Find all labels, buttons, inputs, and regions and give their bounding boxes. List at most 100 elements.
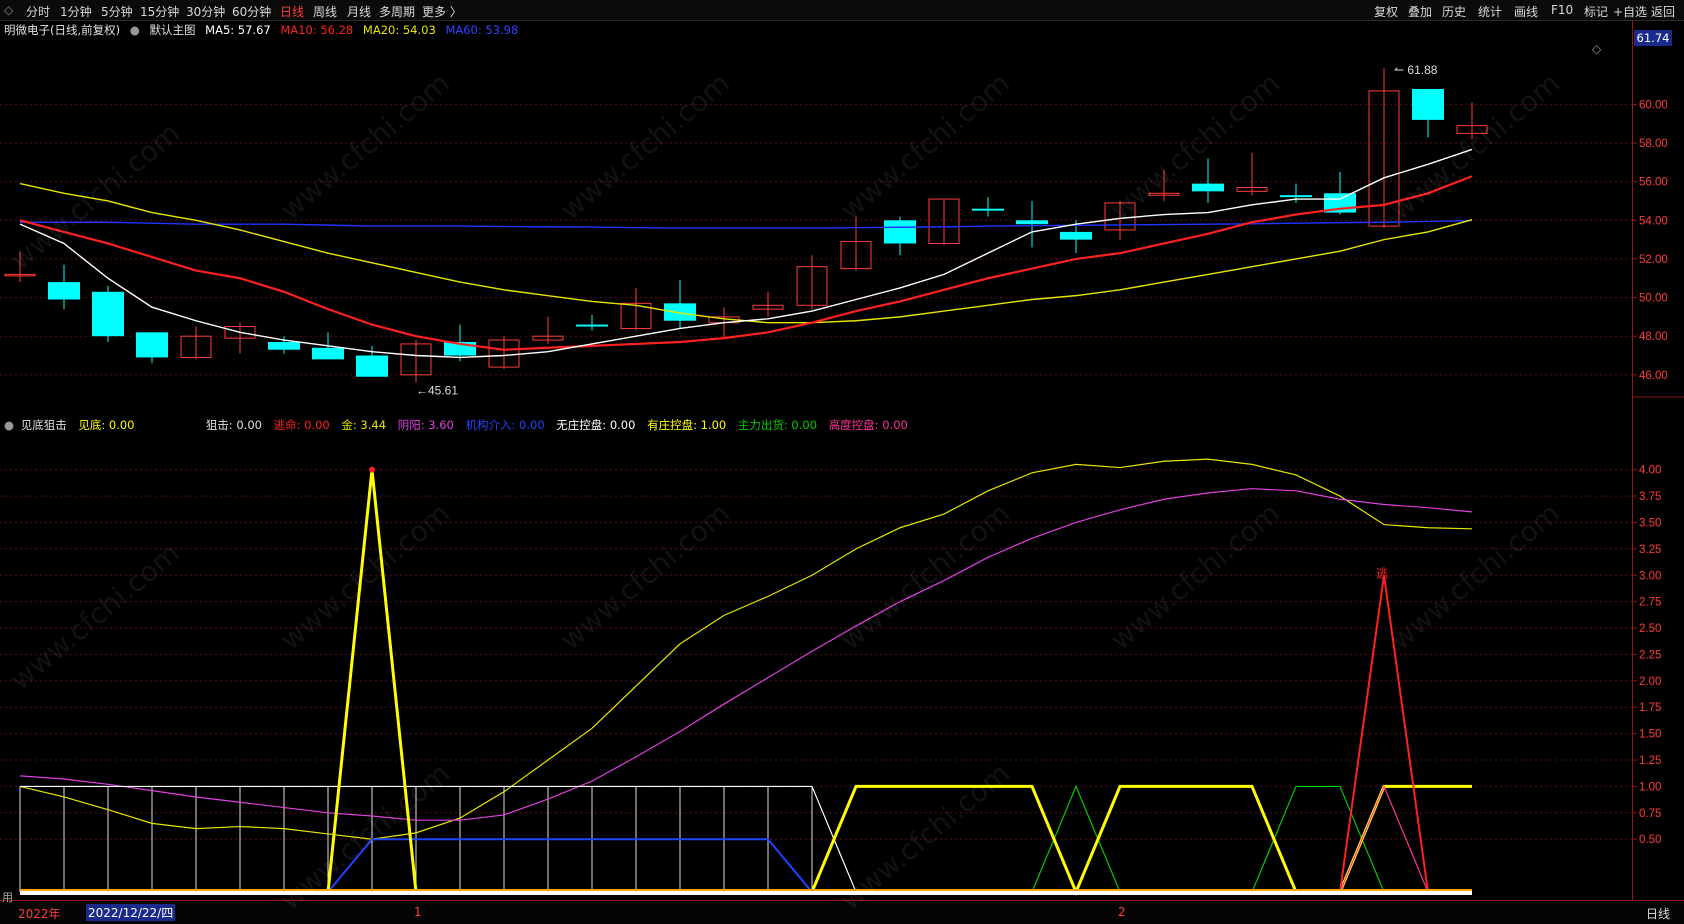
- side-label: 用: [2, 891, 13, 904]
- period-1[interactable]: 1分钟: [60, 5, 92, 19]
- toolbar-button-2[interactable]: 历史: [1442, 5, 1467, 19]
- sub-tick: 2.25: [1639, 649, 1661, 661]
- candle[interactable]: [488, 336, 520, 370]
- candle[interactable]: [928, 198, 960, 246]
- ma5-value: MA5: 57.67: [205, 23, 271, 37]
- candle[interactable]: [840, 216, 872, 271]
- sub-tick: 4.00: [1639, 465, 1661, 477]
- period-tab[interactable]: 日线: [1646, 907, 1671, 921]
- jigou-value: 机构介入: 0.00: [465, 418, 545, 432]
- period-8[interactable]: 月线: [347, 5, 372, 19]
- toolbar-button-0[interactable]: 复权: [1374, 5, 1399, 19]
- price-tick: 48.00: [1639, 331, 1668, 343]
- price-tick: 50.00: [1639, 293, 1668, 305]
- high-label: ↼ 61.88: [1394, 63, 1438, 77]
- toolbar-button-4[interactable]: 画线: [1514, 5, 1539, 19]
- low-label: ←45.61: [416, 383, 458, 397]
- candle[interactable]: [1456, 102, 1488, 140]
- candle[interactable]: [620, 287, 652, 331]
- right-axis: 61.74 60.00 58.00 56.00 54.00 52.00 50.00 48.0…: [1632, 20, 1684, 900]
- period-4[interactable]: 30分钟: [186, 5, 226, 19]
- price-tick: 58.00: [1639, 138, 1668, 150]
- toolbar-button-3[interactable]: 统计: [1478, 5, 1503, 19]
- menu-icon[interactable]: ◇: [4, 3, 14, 17]
- diamond-icon: ◇: [1592, 42, 1602, 56]
- sub-tick: 3.75: [1639, 491, 1661, 503]
- indicator-chart[interactable]: 逃: [0, 418, 1632, 900]
- period-10[interactable]: 更多 〉: [422, 5, 462, 19]
- candle[interactable]: [1368, 68, 1400, 229]
- series-金: [19, 458, 1473, 840]
- candle[interactable]: [224, 322, 256, 354]
- price-tick: 56.00: [1639, 177, 1668, 189]
- toolbar-button-8[interactable]: 返回: [1651, 5, 1676, 19]
- taoming-value: 逃命: 0.00: [273, 418, 330, 432]
- month-2-label: 2: [1118, 905, 1126, 919]
- indicator-toggle-icon[interactable]: ●: [4, 418, 15, 432]
- candle[interactable]: [400, 340, 432, 383]
- sub-tick: 2.00: [1639, 676, 1661, 688]
- candle[interactable]: [884, 216, 916, 256]
- ma5-line: [19, 148, 1473, 359]
- candle[interactable]: [796, 255, 828, 310]
- candle[interactable]: [1192, 158, 1224, 203]
- candle[interactable]: [136, 332, 168, 364]
- sub-tick: 1.25: [1639, 755, 1661, 767]
- jiandi-marker: [369, 466, 375, 473]
- template-toggle-icon[interactable]: ●: [129, 23, 140, 37]
- candle[interactable]: [532, 316, 564, 344]
- toolbar-button-1[interactable]: 叠加: [1408, 5, 1433, 19]
- juji-value: 狙击: 0.00: [205, 418, 262, 432]
- yinyang-value: 阴阳: 3.60: [397, 418, 454, 432]
- current-price-box: 61.74: [1634, 30, 1672, 46]
- candle[interactable]: [1236, 152, 1268, 196]
- toolbar-button-6[interactable]: 标记: [1584, 5, 1609, 19]
- ma60-value: MA60: 53.98: [445, 23, 519, 37]
- sub-tick: 3.00: [1639, 570, 1661, 582]
- candle[interactable]: [268, 336, 300, 354]
- candle[interactable]: [180, 326, 212, 360]
- gaodu-value: 高度控盘: 0.00: [828, 418, 908, 432]
- candle[interactable]: [48, 264, 80, 310]
- ma60-line: [20, 219, 1473, 229]
- toolbar-button-7[interactable]: +自选: [1613, 5, 1648, 19]
- period-2[interactable]: 5分钟: [101, 5, 133, 19]
- price-chart[interactable]: ↼ 61.88←45.61预◇: [0, 20, 1632, 400]
- candle[interactable]: [92, 285, 124, 342]
- price-tick: 54.00: [1639, 215, 1668, 227]
- indicator-name[interactable]: 见底狙击: [20, 418, 67, 432]
- series-机构介入: [20, 838, 1472, 893]
- jin-value: 金: 3.44: [341, 418, 387, 432]
- year-label: 2022年: [18, 907, 61, 921]
- candle[interactable]: [576, 314, 608, 331]
- candle[interactable]: [664, 280, 696, 329]
- sub-tick: 0.75: [1639, 808, 1661, 820]
- period-0[interactable]: 分时: [26, 5, 51, 19]
- youzhuang-value: 有庄控盘: 1.00: [647, 418, 727, 432]
- main-template[interactable]: 默认主图: [149, 23, 196, 37]
- month-1-label: 1: [414, 905, 422, 919]
- period-5[interactable]: 60分钟: [232, 5, 272, 19]
- candle[interactable]: [972, 197, 1004, 217]
- period-3[interactable]: 15分钟: [140, 5, 180, 19]
- escape-marker: 逃: [1376, 566, 1388, 580]
- candle[interactable]: [1016, 200, 1048, 248]
- wuzhuang-value: 无庄控盘: 0.00: [556, 418, 636, 432]
- period-7[interactable]: 周线: [313, 5, 338, 19]
- candle[interactable]: [1412, 88, 1444, 138]
- toolbar-button-5[interactable]: F10: [1551, 3, 1574, 17]
- candle[interactable]: [4, 251, 36, 283]
- sub-tick: 3.50: [1639, 517, 1661, 529]
- date-axis: 用 2022年 2022/12/22/四 1 2 日线: [0, 891, 1684, 924]
- sub-tick: 2.50: [1639, 623, 1661, 635]
- sub-tick: 0.50: [1639, 834, 1661, 846]
- candle[interactable]: [752, 291, 784, 317]
- period-6[interactable]: 日线: [280, 5, 305, 19]
- zhuli-value: 主力出货: 0.00: [737, 418, 818, 432]
- price-tick: 52.00: [1639, 254, 1668, 266]
- candle[interactable]: [1148, 170, 1180, 201]
- indicator-info-line: ● 见底狙击 见底: 0.00 狙击: 0.00 逃命: 0.00 金: 3.4…: [0, 417, 916, 433]
- stock-name[interactable]: 明微电子(日线,前复权): [4, 23, 121, 37]
- period-9[interactable]: 多周期: [379, 5, 416, 19]
- jiandi-value: 见底: 0.00: [78, 418, 135, 432]
